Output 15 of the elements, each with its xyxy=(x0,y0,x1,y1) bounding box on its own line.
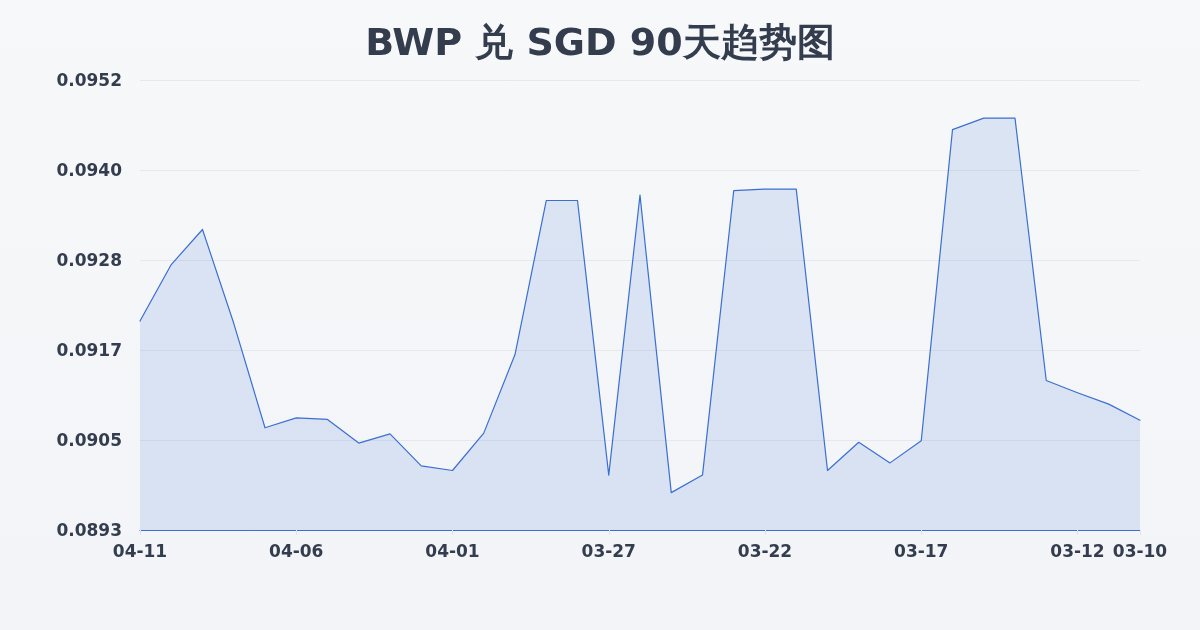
x-tick-label: 03-12 xyxy=(1050,540,1105,561)
x-tick-label: 04-06 xyxy=(269,540,324,561)
x-tick-label: 03-17 xyxy=(894,540,949,561)
x-tick-label: 04-01 xyxy=(425,540,480,561)
x-tick-label: 04-11 xyxy=(112,540,168,561)
y-tick-label: 0.0917 xyxy=(56,340,122,360)
x-tick-label: 03-10 xyxy=(1112,540,1168,561)
y-tick-label: 0.0952 xyxy=(56,70,122,90)
chart-title: BWP 兑 SGD 90天趋势图 xyxy=(365,20,835,64)
y-tick-label: 0.0905 xyxy=(56,430,122,450)
x-tick-label: 03-22 xyxy=(737,540,793,561)
x-tick-label: 03-27 xyxy=(581,540,636,561)
y-tick-label: 0.0893 xyxy=(56,520,122,540)
y-tick-label: 0.0940 xyxy=(56,160,123,180)
y-tick-label: 0.0928 xyxy=(56,250,122,270)
